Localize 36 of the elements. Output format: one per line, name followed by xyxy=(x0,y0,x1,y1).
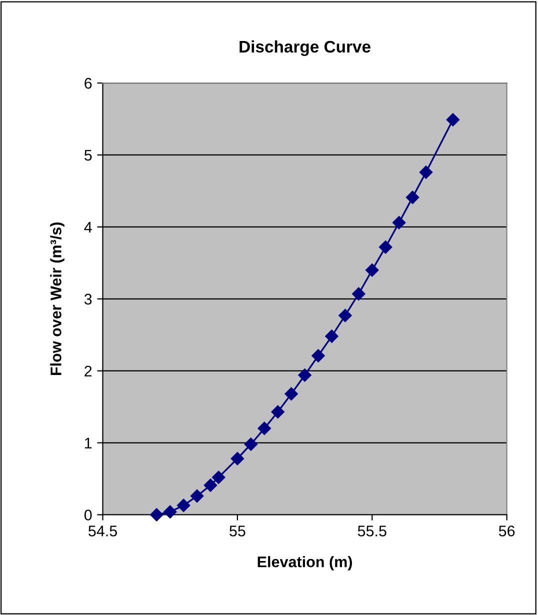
point xyxy=(366,264,379,277)
y-tick-label: 3 xyxy=(84,294,92,305)
point xyxy=(150,508,164,522)
y-axis-title: Flow over Weir (m³/s) xyxy=(50,222,64,375)
y-tick-label: 4 xyxy=(84,222,92,232)
x-tick-label: 55.5 xyxy=(358,526,386,536)
point xyxy=(190,489,204,503)
point xyxy=(298,368,312,382)
point xyxy=(230,452,244,466)
x-tick-label: 55 xyxy=(230,526,246,536)
point xyxy=(312,349,325,362)
point xyxy=(176,498,190,512)
y-tick-label: 1 xyxy=(85,438,92,448)
point xyxy=(406,190,420,204)
point xyxy=(212,470,226,484)
x-tick-label: 56 xyxy=(498,526,515,536)
chart-title: Discharge Curve xyxy=(240,40,370,56)
point xyxy=(392,216,406,230)
point xyxy=(352,287,366,300)
point xyxy=(244,438,258,451)
point xyxy=(258,422,271,435)
point xyxy=(325,330,338,343)
y-tick-label: 5 xyxy=(84,150,92,161)
point xyxy=(419,166,433,179)
point xyxy=(271,405,284,418)
point xyxy=(204,478,218,492)
y-tick-label: 2 xyxy=(84,366,92,376)
x-axis-title: Elevation (m) xyxy=(258,556,352,570)
point xyxy=(446,113,460,126)
point xyxy=(338,308,352,322)
point xyxy=(164,505,177,518)
x-tick-label: 54.5 xyxy=(88,526,117,536)
point xyxy=(378,240,392,254)
y-tick-label: 0 xyxy=(84,510,92,520)
y-tick-label: 6 xyxy=(84,78,92,89)
point xyxy=(284,387,298,400)
